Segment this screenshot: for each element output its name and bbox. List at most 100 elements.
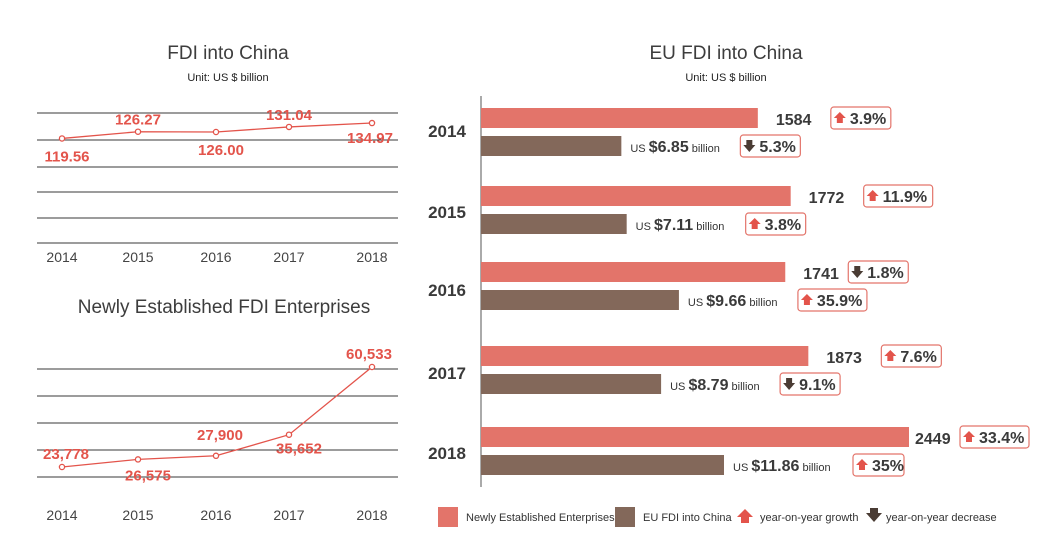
y-tick-label: 2017	[428, 364, 466, 383]
badge-border	[739, 134, 801, 158]
bar-eu-fdi	[481, 214, 627, 234]
y-tick-label: 2015	[428, 203, 466, 222]
data-point	[212, 128, 220, 136]
growth-badge: 3.9%	[830, 106, 892, 130]
growth-badge: 7.6%	[880, 344, 942, 368]
data-label: 35,652	[276, 441, 322, 458]
x-tick-label: 2017	[273, 507, 304, 523]
change-label: 9.1%	[799, 377, 835, 394]
eu-chart-unit: Unit: US $ billion	[685, 72, 766, 84]
data-label: 119.56	[44, 148, 89, 165]
data-point	[285, 123, 293, 131]
badge-border	[745, 212, 807, 236]
up-arrow-icon	[963, 431, 975, 442]
up-arrow-icon	[866, 190, 879, 201]
enterprises-line-chart: 2014 2015 2016 2017 2018 23,778 26,575 27,900 35…	[37, 346, 398, 523]
badge-border	[852, 453, 905, 477]
bar-label-enterprises: 1772	[809, 190, 845, 207]
down-arrow-icon	[743, 140, 756, 152]
data-label: 126.00	[198, 142, 244, 159]
growth-badge: 35%	[852, 453, 905, 477]
data-label: 27,900	[197, 427, 243, 444]
change-label: 35%	[872, 458, 904, 475]
x-tick-label: 2015	[122, 507, 153, 523]
bar-label-enterprises: 1873	[826, 350, 862, 367]
growth-badge: 3.8%	[745, 212, 807, 236]
data-point	[134, 456, 142, 463]
up-arrow-icon	[884, 350, 897, 361]
x-tick-label: 2016	[200, 507, 231, 523]
badge-border	[797, 288, 868, 312]
badge-border	[830, 106, 892, 130]
data-label: 134.97	[347, 130, 393, 147]
down-arrow-icon	[851, 266, 864, 278]
x-tick-label: 2014	[46, 507, 77, 523]
data-point	[58, 463, 66, 471]
x-tick-label: 2018	[356, 507, 387, 523]
bar-label-enterprises: 1584	[776, 112, 812, 129]
bar-label-eu-fdi: US $6.85 billion	[630, 139, 720, 156]
decrease-badge: 1.8%	[847, 260, 909, 284]
change-label: 3.8%	[765, 217, 801, 234]
bar-enterprises	[481, 262, 786, 282]
down-arrow-icon	[783, 378, 796, 390]
y-tick-label: 2014	[428, 122, 466, 141]
fdi-line-chart: 2014 2015 2016 2017 2018 119.56 126.27 126.00 13…	[37, 107, 398, 265]
y-tick-label: 2018	[428, 444, 466, 463]
x-tick-label: 2018	[356, 249, 387, 265]
badge-border	[880, 344, 942, 368]
data-label: 60,533	[346, 346, 392, 363]
bar-label-eu-fdi: US $11.86 billion	[733, 458, 831, 475]
bar-label-eu-fdi: US $7.11 billion	[636, 217, 725, 234]
change-label: 1.8%	[867, 265, 903, 282]
change-label: 33.4%	[979, 430, 1024, 447]
legend-label-eu-fdi: EU FDI into China	[643, 512, 733, 524]
bar-label-eu-fdi: US $9.66 billion	[688, 293, 778, 310]
bar-enterprises	[481, 186, 791, 206]
decrease-badge: 9.1%	[779, 372, 841, 396]
x-tick-label: 2017	[273, 249, 304, 265]
growth-badge: 11.9%	[863, 184, 934, 208]
bar-label-enterprises: 1741	[803, 266, 839, 283]
eu-bar-chart: 2014 1584 3.9% US $6.85 billion 5.3% 2015 1772…	[428, 96, 1030, 487]
growth-badge: 35.9%	[797, 288, 868, 312]
legend-label-enterprises: Newly Established Enterprises	[466, 512, 615, 524]
legend-label-growth: year-on-year growth	[760, 512, 858, 524]
series-line	[61, 366, 373, 468]
badge-border	[863, 184, 934, 208]
badge-border	[847, 260, 909, 284]
bar-enterprises	[481, 427, 909, 447]
eu-chart-title: EU FDI into China	[649, 43, 803, 64]
change-label: 35.9%	[817, 293, 862, 310]
change-label: 7.6%	[900, 349, 936, 366]
data-point	[212, 452, 220, 460]
up-arrow-icon	[748, 218, 761, 229]
down-arrow-icon	[866, 508, 882, 522]
bar-eu-fdi	[481, 455, 724, 475]
up-arrow-icon	[800, 294, 813, 305]
bar-enterprises	[481, 346, 809, 366]
bar-eu-fdi	[481, 374, 662, 394]
change-label: 5.3%	[759, 139, 795, 156]
data-label: 23,778	[43, 446, 89, 463]
x-tick-label: 2014	[46, 249, 77, 265]
change-label: 11.9%	[883, 189, 927, 206]
fdi-chart-unit: Unit: US $ billion	[187, 72, 268, 84]
legend-swatch-enterprises	[438, 507, 458, 527]
bar-label-eu-fdi: US $8.79 billion	[670, 377, 760, 394]
change-label: 3.9%	[850, 111, 886, 128]
growth-badge: 33.4%	[959, 425, 1030, 449]
x-tick-label: 2016	[200, 249, 231, 265]
data-point	[58, 135, 66, 142]
fdi-chart-title: FDI into China	[167, 43, 289, 64]
x-tick-label: 2015	[122, 249, 153, 265]
bar-enterprises	[481, 108, 758, 128]
up-arrow-icon	[737, 509, 753, 523]
legend-swatch-eu-fdi	[615, 507, 635, 527]
up-arrow-icon	[833, 112, 846, 123]
badge-border	[779, 372, 841, 396]
data-point	[368, 119, 376, 127]
y-tick-label: 2016	[428, 281, 466, 300]
decrease-badge: 5.3%	[739, 134, 801, 158]
bar-label-enterprises: 2449	[915, 431, 951, 448]
